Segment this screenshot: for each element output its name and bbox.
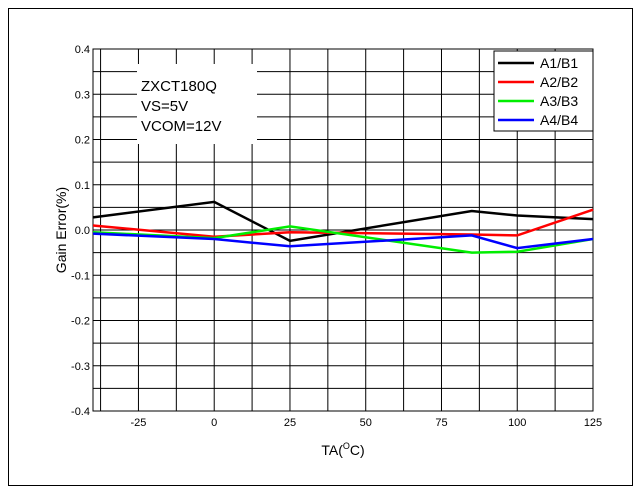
legend-label: A3/B3 xyxy=(540,93,578,109)
series-line-a1-b1 xyxy=(92,200,594,243)
y-tick-label: -0.2 xyxy=(71,316,90,328)
legend-label: A1/B1 xyxy=(540,55,578,71)
y-tick-label: 0.2 xyxy=(75,135,90,147)
plot-border xyxy=(92,48,594,412)
y-tick-label: -0.4 xyxy=(71,406,90,418)
annotation-line: VCOM=12V xyxy=(141,118,221,135)
y-tick-label: 0.3 xyxy=(75,89,90,101)
series-line-a2-b2 xyxy=(92,208,594,239)
annotation-line: VS=5V xyxy=(141,98,188,115)
annotation-line: ZXCT180Q xyxy=(141,78,217,95)
x-tick-label: 50 xyxy=(360,417,372,429)
y-tick-label: -0.3 xyxy=(71,361,90,373)
x-tick-label: 25 xyxy=(284,417,296,429)
legend-box xyxy=(493,50,594,132)
legend-label: A2/B2 xyxy=(540,74,578,90)
y-tick-label: 0.4 xyxy=(75,44,90,56)
x-tick-label: 0 xyxy=(211,417,217,429)
y-tick-label: 0.0 xyxy=(75,225,90,237)
x-axis-title: TA(OC) xyxy=(321,441,364,458)
y-tick-label: 0.1 xyxy=(75,180,90,192)
x-tick-label: 125 xyxy=(584,417,602,429)
x-tick-label: -25 xyxy=(131,417,147,429)
x-tick-label: 75 xyxy=(435,417,447,429)
chart-svg: -25 0 25 50 75 100 125 -0.4 -0.3 -0.2 -0.1 0.0 0.1 0.… xyxy=(53,44,602,458)
x-tick-label: 100 xyxy=(508,417,526,429)
series-line-a4-b4 xyxy=(92,232,594,250)
y-tick-label: -0.1 xyxy=(71,270,90,282)
legend-label: A4/B4 xyxy=(540,112,578,128)
annotation-box xyxy=(137,64,257,144)
y-axis-title: Gain Error(%) xyxy=(53,187,69,273)
chart-frame: -25 0 25 50 75 100 125 -0.4 -0.3 -0.2 -0.1 0.0 0.1 0.… xyxy=(8,8,633,486)
